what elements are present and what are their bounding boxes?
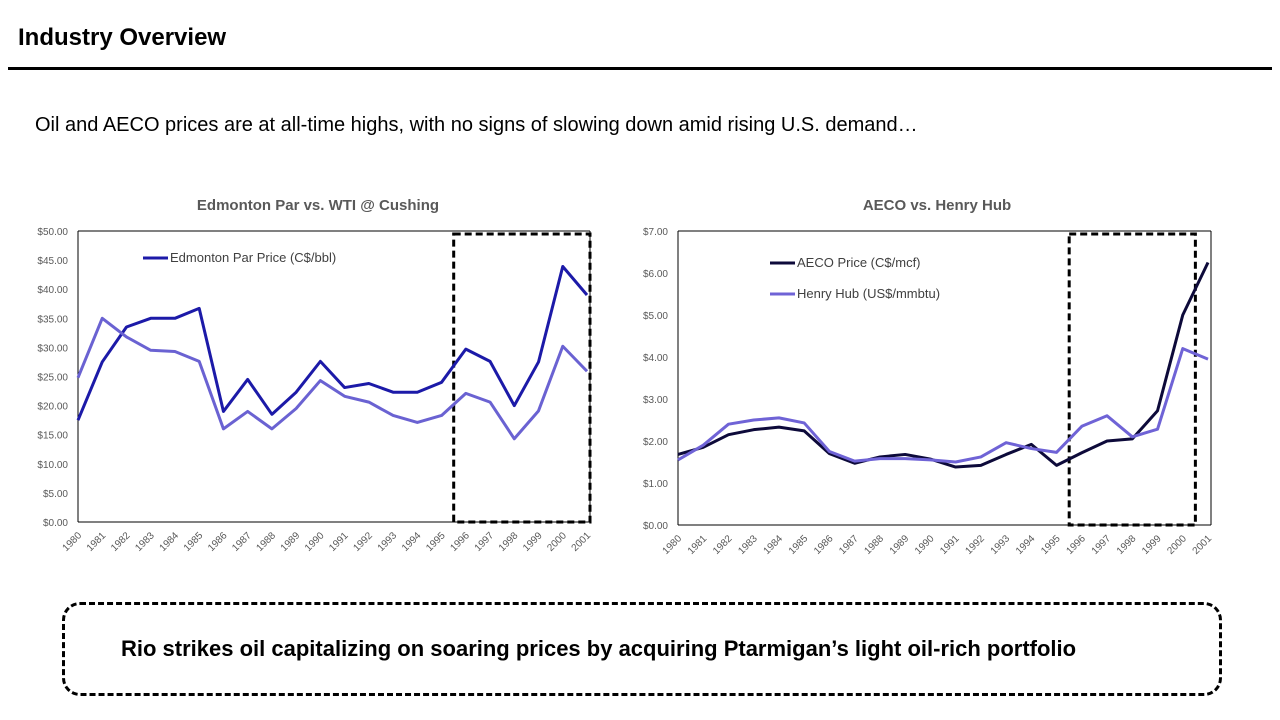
y-tick-label: $7.00 bbox=[643, 227, 668, 238]
y-tick-label: $0.00 bbox=[643, 521, 668, 532]
subtitle: Oil and AECO prices are at all-time high… bbox=[35, 114, 918, 136]
x-tick-label: 1996 bbox=[448, 530, 472, 554]
x-tick-label: 2000 bbox=[545, 530, 569, 554]
y-tick-label: $45.00 bbox=[37, 256, 68, 267]
x-tick-label: 1988 bbox=[863, 533, 887, 557]
x-tick-label: 2001 bbox=[1191, 533, 1215, 557]
x-tick-label: 1994 bbox=[400, 530, 424, 554]
x-tick-label: 1991 bbox=[938, 533, 962, 557]
callout-box: Rio strikes oil capitalizing on soaring … bbox=[62, 602, 1222, 696]
aeco-henry-hub-chart: AECO vs. Henry Hub $0.00 $1.00 $2.00 $3.00 $4… bbox=[643, 197, 1215, 557]
x-tick-label: 1992 bbox=[351, 530, 375, 554]
y-tick-label: $5.00 bbox=[643, 311, 668, 322]
x-tick-label: 1985 bbox=[182, 530, 206, 554]
x-tick-label: 1993 bbox=[989, 533, 1013, 557]
x-tick-label: 1983 bbox=[736, 533, 760, 557]
callout-text: Rio strikes oil capitalizing on soaring … bbox=[121, 636, 1077, 661]
x-tick-label: 1993 bbox=[376, 530, 400, 554]
x-tick-label: 1984 bbox=[158, 530, 182, 554]
y-tick-label: $25.00 bbox=[37, 373, 68, 384]
x-tick-label: 1980 bbox=[61, 530, 85, 554]
x-tick-label: 1995 bbox=[1039, 533, 1063, 557]
x-tick-label: 1998 bbox=[497, 530, 521, 554]
highlight-box bbox=[452, 232, 592, 524]
x-tick-label: 1996 bbox=[1064, 533, 1088, 557]
x-tick-label: 1986 bbox=[812, 533, 836, 557]
x-tick-label: 1999 bbox=[521, 530, 545, 554]
y-tick-label: $35.00 bbox=[37, 314, 68, 325]
x-tick-label: 1994 bbox=[1014, 533, 1038, 557]
x-tick-label: 1983 bbox=[133, 530, 157, 554]
series-line bbox=[76, 265, 589, 421]
x-tick-label: 1989 bbox=[279, 530, 303, 554]
x-tick-label: 1982 bbox=[109, 530, 133, 554]
x-tick-label: 1995 bbox=[424, 530, 448, 554]
y-tick-label: $4.00 bbox=[643, 353, 668, 364]
y-tick-label: $1.00 bbox=[643, 479, 668, 490]
x-tick-label: 1999 bbox=[1140, 533, 1164, 557]
x-tick-label: 1986 bbox=[206, 530, 230, 554]
x-tick-label: 1988 bbox=[255, 530, 279, 554]
x-tick-label: 1990 bbox=[913, 533, 937, 557]
series-line bbox=[677, 347, 1209, 464]
page-title: Industry Overview bbox=[18, 24, 227, 51]
series-line bbox=[677, 261, 1210, 469]
y-tick-label: $2.00 bbox=[643, 437, 668, 448]
x-tick-label: 1981 bbox=[686, 533, 710, 557]
x-tick-label: 2001 bbox=[570, 530, 594, 554]
y-tick-label: $30.00 bbox=[37, 343, 68, 354]
x-tick-label: 1987 bbox=[230, 530, 254, 554]
title-divider bbox=[8, 67, 1272, 70]
x-tick-label: 1981 bbox=[85, 530, 109, 554]
x-tick-label: 1990 bbox=[303, 530, 327, 554]
y-tick-label: $3.00 bbox=[643, 395, 668, 406]
y-tick-label: $50.00 bbox=[37, 227, 68, 238]
legend-label: Henry Hub (US$/mmbtu) bbox=[797, 286, 940, 301]
series-line bbox=[76, 316, 589, 441]
y-tick-label: $10.00 bbox=[37, 460, 68, 471]
chart-title: Edmonton Par vs. WTI @ Cushing bbox=[197, 197, 439, 214]
y-tick-label: $15.00 bbox=[37, 431, 68, 442]
y-tick-label: $5.00 bbox=[43, 489, 68, 500]
y-tick-label: $6.00 bbox=[643, 269, 668, 280]
x-tick-label: 1991 bbox=[327, 530, 351, 554]
x-tick-label: 1989 bbox=[888, 533, 912, 557]
x-tick-label: 1982 bbox=[711, 533, 735, 557]
x-tick-label: 1980 bbox=[661, 533, 685, 557]
x-tick-label: 2000 bbox=[1165, 533, 1189, 557]
y-tick-label: $0.00 bbox=[43, 518, 68, 529]
x-tick-label: 1997 bbox=[1090, 533, 1114, 557]
y-tick-label: $20.00 bbox=[37, 402, 68, 413]
legend-label: Edmonton Par Price (C$/bbl) bbox=[170, 250, 336, 265]
x-tick-label: 1997 bbox=[473, 530, 497, 554]
x-tick-label: 1984 bbox=[762, 533, 786, 557]
legend-label: AECO Price (C$/mcf) bbox=[797, 255, 921, 270]
x-tick-label: 1998 bbox=[1115, 533, 1139, 557]
highlight-box bbox=[1067, 232, 1197, 527]
x-tick-label: 1985 bbox=[787, 533, 811, 557]
y-tick-label: $40.00 bbox=[37, 285, 68, 296]
edmonton-wti-chart: Edmonton Par vs. WTI @ Cushing $0.00 $5.00… bbox=[37, 197, 594, 554]
chart-title: AECO vs. Henry Hub bbox=[863, 197, 1011, 214]
x-tick-label: 1987 bbox=[837, 533, 861, 557]
x-tick-label: 1992 bbox=[963, 533, 987, 557]
